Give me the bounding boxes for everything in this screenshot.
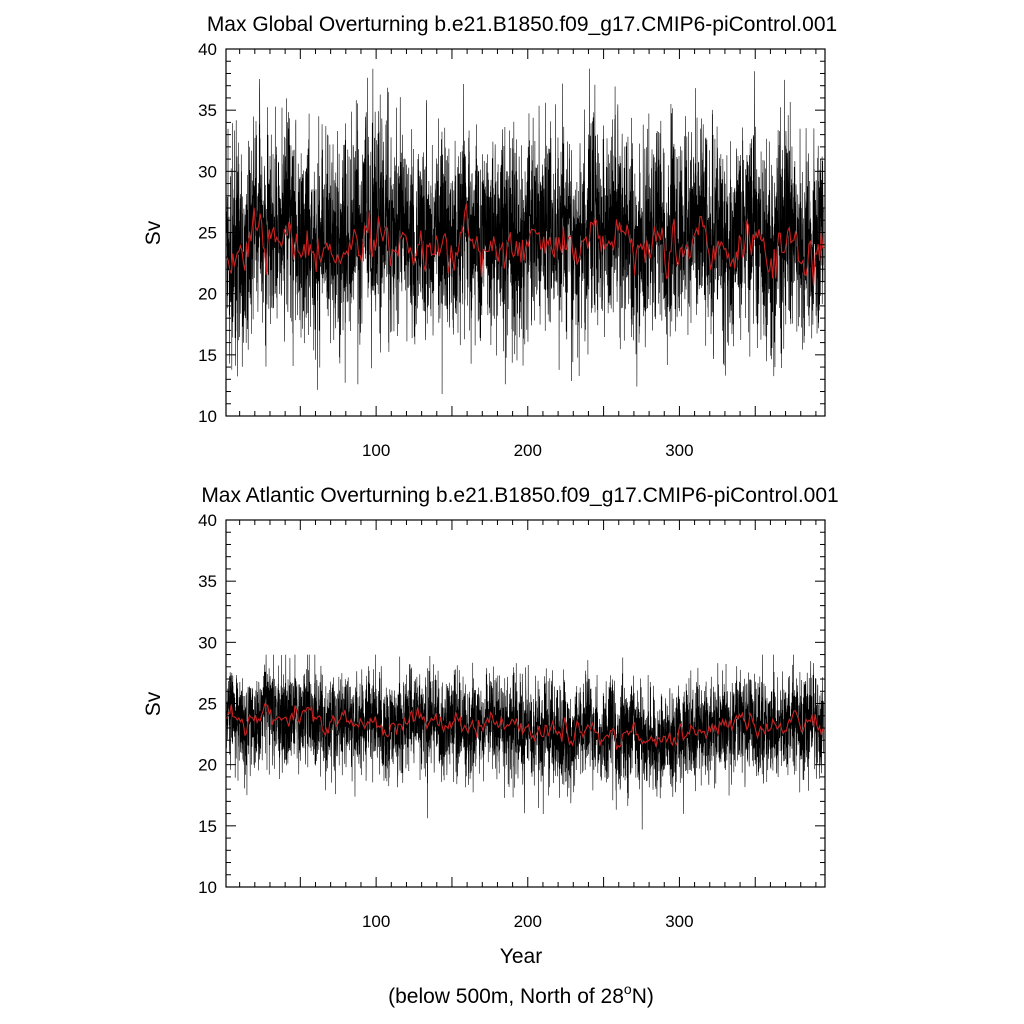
x-tick-label: 200 <box>514 912 542 931</box>
footnote-suffix: N) <box>632 985 654 1008</box>
plot-area-atlantic: 10 15 20 25 30 35 40 100 200 300 <box>198 511 826 931</box>
y-axis-label-atlantic: Sv <box>142 691 165 716</box>
y-tick-label: 20 <box>198 756 217 775</box>
y-tick-label: 40 <box>198 511 217 530</box>
series-line-annual-mean <box>226 703 825 750</box>
y-tick-label: 30 <box>198 633 217 652</box>
y-tick-label: 25 <box>198 695 217 714</box>
plot-area-global: 10 15 20 25 30 35 40 100 200 300 <box>198 40 826 460</box>
x-tick-label: 300 <box>665 441 693 460</box>
x-tick-label: 300 <box>665 912 693 931</box>
series-line-monthly <box>226 68 824 394</box>
global-overturning-panel: Max Global Overturning b.e21.B1850.f09_g… <box>142 13 837 460</box>
y-tick-label: 25 <box>198 224 217 243</box>
y-tick-label: 15 <box>198 346 217 365</box>
y-tick-label: 10 <box>198 407 217 426</box>
degree-mark: o <box>624 981 632 997</box>
y-tick-label: 15 <box>198 817 217 836</box>
chart-title-atlantic: Max Atlantic Overturning b.e21.B1850.f09… <box>201 484 838 507</box>
atlantic-overturning-panel: Max Atlantic Overturning b.e21.B1850.f09… <box>142 484 839 968</box>
x-tick-label: 100 <box>362 441 390 460</box>
x-tick-label: 200 <box>514 441 542 460</box>
footnote: (below 500m, North of 28oN) <box>388 981 654 1008</box>
x-tick-label: 100 <box>362 912 390 931</box>
footnote-prefix: (below 500m, North of 28 <box>388 985 624 1008</box>
y-tick-label: 20 <box>198 285 217 304</box>
x-axis-label: Year <box>500 945 542 968</box>
y-axis-label-global: Sv <box>142 220 165 245</box>
series-line-annual-mean <box>226 203 825 286</box>
series-line-monthly <box>226 654 824 830</box>
chart-title-global: Max Global Overturning b.e21.B1850.f09_g… <box>207 13 837 36</box>
y-tick-label: 40 <box>198 40 217 59</box>
y-tick-label: 30 <box>198 162 217 181</box>
y-tick-label: 35 <box>198 572 217 591</box>
y-tick-label: 10 <box>198 878 217 897</box>
y-tick-label: 35 <box>198 101 217 120</box>
